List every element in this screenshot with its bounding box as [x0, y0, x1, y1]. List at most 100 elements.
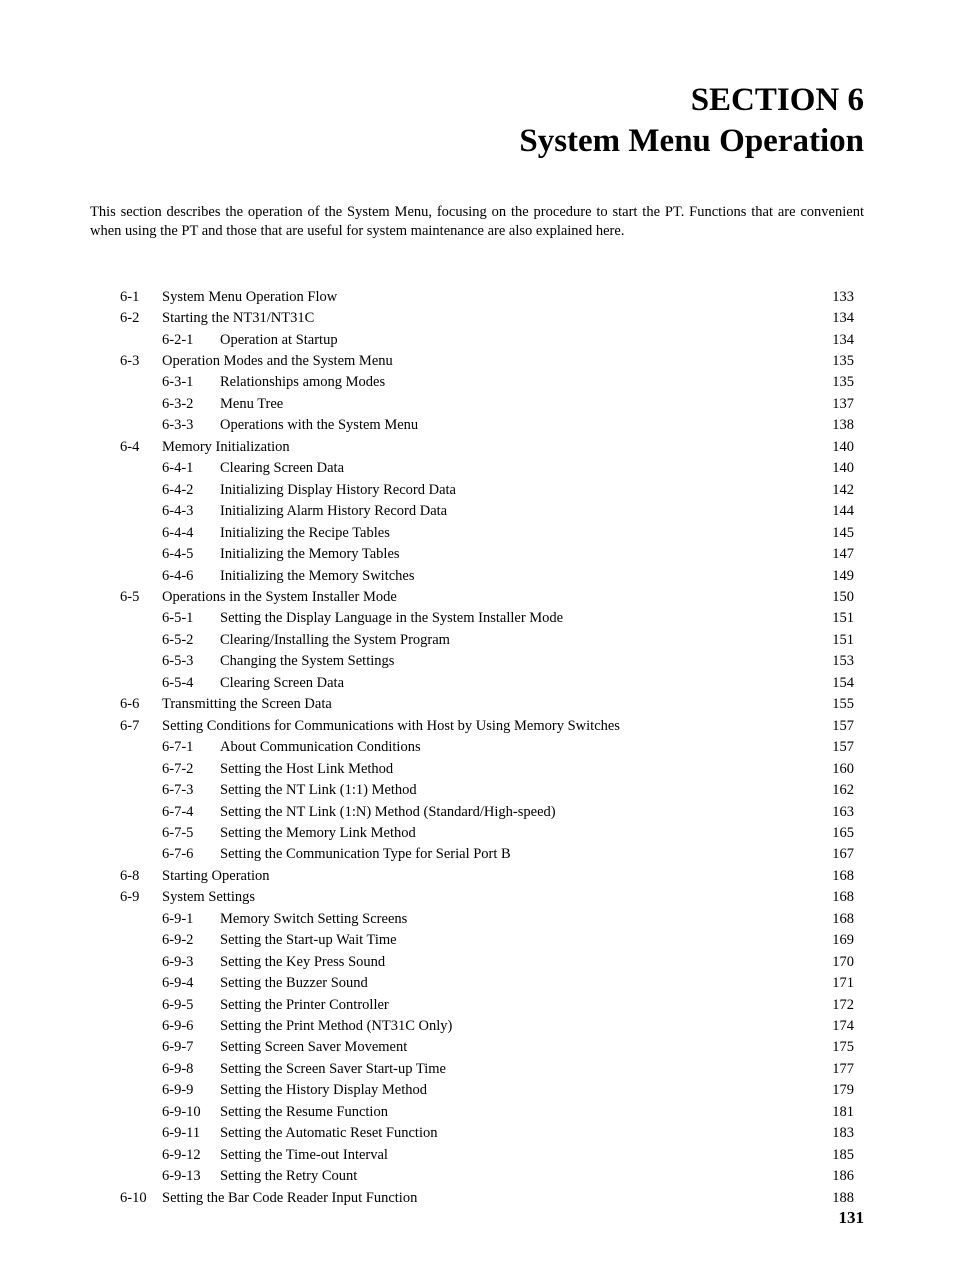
toc-row: 6-3Operation Modes and the System Menu 1… — [120, 351, 854, 372]
toc-subsection-number: 6-4-4 — [162, 523, 220, 544]
toc-row: 6-9-4Setting the Buzzer Sound 171 — [120, 973, 854, 994]
toc-subsection-number: 6-9-6 — [162, 1016, 220, 1037]
toc-page-number: 149 — [794, 566, 854, 587]
toc-page-number: 172 — [794, 995, 854, 1016]
toc-subsection-number: 6-9-11 — [162, 1123, 220, 1144]
toc-entry-title: Clearing Screen Data — [220, 458, 344, 479]
toc-entry-title: Initializing Alarm History Record Data — [220, 501, 447, 522]
toc-row: 6-6Transmitting the Screen Data 155 — [120, 694, 854, 715]
toc-page-number: 155 — [794, 694, 854, 715]
toc-row: 6-3-1Relationships among Modes 135 — [120, 372, 854, 393]
toc-page-number: 135 — [794, 351, 854, 372]
toc-row: 6-9-2Setting the Start-up Wait Time 169 — [120, 930, 854, 951]
toc-page-number: 168 — [794, 909, 854, 930]
section-header: SECTION 6 System Menu Operation — [90, 80, 864, 163]
toc-page-number: 154 — [794, 673, 854, 694]
section-label: SECTION 6 — [90, 80, 864, 121]
toc-entry-title: Initializing the Memory Switches — [220, 566, 415, 587]
toc-subsection-number: 6-9-13 — [162, 1166, 220, 1187]
toc-row: 6-9-5Setting the Printer Controller 172 — [120, 995, 854, 1016]
toc-section-number: 6-8 — [120, 866, 162, 887]
toc-row: 6-4-4Initializing the Recipe Tables 145 — [120, 523, 854, 544]
toc-entry-title: Starting the NT31/NT31C — [162, 308, 314, 329]
toc-subsection-number: 6-4-2 — [162, 480, 220, 501]
toc-row: 6-8Starting Operation 168 — [120, 866, 854, 887]
toc-page-number: 135 — [794, 372, 854, 393]
toc-entry-title: System Menu Operation Flow — [162, 287, 337, 308]
toc-entry-title: Setting the Bar Code Reader Input Functi… — [162, 1188, 417, 1209]
toc-entry-title: Setting the Time-out Interval — [220, 1145, 388, 1166]
toc-section-number: 6-2 — [120, 308, 162, 329]
toc-row: 6-9-10Setting the Resume Function 181 — [120, 1102, 854, 1123]
toc-row: 6-9-7Setting Screen Saver Movement 175 — [120, 1037, 854, 1058]
toc-page-number: 151 — [794, 630, 854, 651]
toc-subsection-number: 6-4-3 — [162, 501, 220, 522]
toc-row: 6-3-2Menu Tree 137 — [120, 394, 854, 415]
toc-subsection-number: 6-9-10 — [162, 1102, 220, 1123]
toc-entry-title: Setting the Printer Controller — [220, 995, 389, 1016]
toc-entry-title: Menu Tree — [220, 394, 283, 415]
toc-page-number: 140 — [794, 437, 854, 458]
toc-page-number: 157 — [794, 737, 854, 758]
toc-subsection-number: 6-3-1 — [162, 372, 220, 393]
toc-section-number: 6-6 — [120, 694, 162, 715]
toc-page-number: 134 — [794, 308, 854, 329]
toc-subsection-number: 6-4-5 — [162, 544, 220, 565]
toc-row: 6-7-5Setting the Memory Link Method 165 — [120, 823, 854, 844]
toc-page-number: 174 — [794, 1016, 854, 1037]
toc-entry-title: Setting the NT Link (1:1) Method — [220, 780, 417, 801]
toc-row: 6-2Starting the NT31/NT31C 134 — [120, 308, 854, 329]
toc-entry-title: Setting the Key Press Sound — [220, 952, 385, 973]
toc-entry-title: Setting the Retry Count — [220, 1166, 357, 1187]
toc-row: 6-4-1Clearing Screen Data 140 — [120, 458, 854, 479]
toc-entry-title: Memory Initialization — [162, 437, 290, 458]
toc-entry-title: Setting the Resume Function — [220, 1102, 388, 1123]
toc-page-number: 157 — [794, 716, 854, 737]
toc-page-number: 183 — [794, 1123, 854, 1144]
toc-entry-title: Clearing Screen Data — [220, 673, 344, 694]
toc-row: 6-7-1About Communication Conditions 157 — [120, 737, 854, 758]
toc-row: 6-4-2Initializing Display History Record… — [120, 480, 854, 501]
intro-paragraph: This section describes the operation of … — [90, 203, 864, 242]
toc-entry-title: Clearing/Installing the System Program — [220, 630, 450, 651]
toc-subsection-number: 6-5-1 — [162, 608, 220, 629]
toc-entry-title: Changing the System Settings — [220, 651, 394, 672]
toc-row: 6-7-6Setting the Communication Type for … — [120, 844, 854, 865]
toc-row: 6-9-8Setting the Screen Saver Start-up T… — [120, 1059, 854, 1080]
toc-entry-title: Initializing the Memory Tables — [220, 544, 400, 565]
toc-row: 6-9-6Setting the Print Method (NT31C Onl… — [120, 1016, 854, 1037]
toc-page-number: 147 — [794, 544, 854, 565]
toc-entry-title: Setting the Communication Type for Seria… — [220, 844, 511, 865]
toc-page-number: 150 — [794, 587, 854, 608]
toc-subsection-number: 6-7-1 — [162, 737, 220, 758]
toc-page-number: 145 — [794, 523, 854, 544]
toc-entry-title: Initializing Display History Record Data — [220, 480, 456, 501]
toc-subsection-number: 6-7-6 — [162, 844, 220, 865]
toc-page-number: 133 — [794, 287, 854, 308]
toc-row: 6-5-4Clearing Screen Data 154 — [120, 673, 854, 694]
toc-page-number: 151 — [794, 608, 854, 629]
toc-subsection-number: 6-5-4 — [162, 673, 220, 694]
toc-section-number: 6-3 — [120, 351, 162, 372]
toc-row: 6-5-1Setting the Display Language in the… — [120, 608, 854, 629]
toc-entry-title: Memory Switch Setting Screens — [220, 909, 407, 930]
toc-row: 6-9System Settings 168 — [120, 887, 854, 908]
toc-entry-title: Setting the Host Link Method — [220, 759, 393, 780]
toc-row: 6-7-4Setting the NT Link (1:N) Method (S… — [120, 802, 854, 823]
toc-entry-title: Setting the NT Link (1:N) Method (Standa… — [220, 802, 556, 823]
toc-row: 6-1System Menu Operation Flow 133 — [120, 287, 854, 308]
page-number: 131 — [839, 1208, 865, 1228]
toc-page-number: 144 — [794, 501, 854, 522]
toc-entry-title: Operation at Startup — [220, 330, 338, 351]
toc-page-number: 138 — [794, 415, 854, 436]
toc-entry-title: Relationships among Modes — [220, 372, 385, 393]
toc-subsection-number: 6-7-2 — [162, 759, 220, 780]
toc-section-number: 6-4 — [120, 437, 162, 458]
toc-entry-title: Setting Conditions for Communications wi… — [162, 716, 620, 737]
table-of-contents: 6-1System Menu Operation Flow 1336-2Star… — [90, 287, 864, 1209]
toc-row: 6-7Setting Conditions for Communications… — [120, 716, 854, 737]
toc-row: 6-2-1Operation at Startup 134 — [120, 330, 854, 351]
toc-subsection-number: 6-9-8 — [162, 1059, 220, 1080]
toc-section-number: 6-7 — [120, 716, 162, 737]
toc-entry-title: Transmitting the Screen Data — [162, 694, 332, 715]
